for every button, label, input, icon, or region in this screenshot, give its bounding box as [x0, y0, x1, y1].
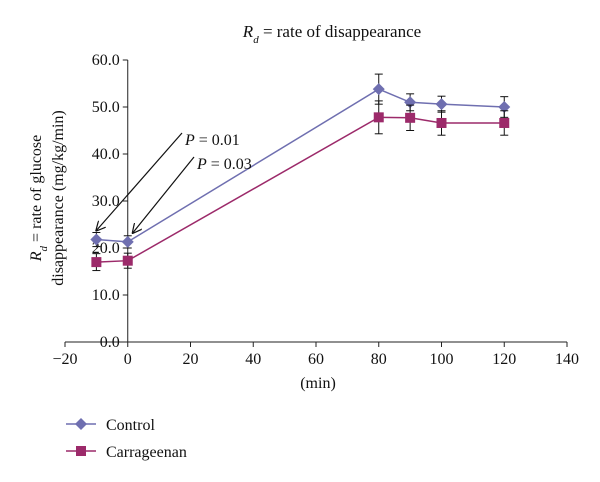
- x-tick-label: 140: [555, 351, 579, 368]
- data-point: [90, 233, 103, 246]
- data-point: [499, 117, 510, 128]
- x-tick-label: 20: [183, 351, 199, 368]
- y-tick-label: 0.0: [100, 334, 120, 351]
- y-tick-label: 20.0: [92, 240, 120, 257]
- x-tick-label: 80: [371, 351, 387, 368]
- data-point: [405, 112, 416, 123]
- series-control: [90, 73, 511, 249]
- y-tick-label: 40.0: [92, 146, 120, 163]
- y-tick-label: 30.0: [92, 193, 120, 210]
- data-point: [436, 117, 447, 128]
- chart-title: Rd = rate of disappearance: [242, 22, 421, 46]
- annotation-arrow: [96, 132, 183, 231]
- legend-item-carrageenan: Carrageenan: [66, 444, 187, 461]
- y-axis-label-line2: disappearance (mg/kg/min): [50, 110, 67, 286]
- x-tick-label: 100: [430, 351, 454, 368]
- x-tick-label: 0: [124, 351, 132, 368]
- legend-carrageenan-label: Carrageenan: [106, 444, 187, 461]
- y-tick-label: 10.0: [92, 287, 120, 304]
- data-point: [122, 255, 133, 266]
- legend-item-control: Control: [66, 417, 155, 434]
- data-point: [121, 235, 134, 248]
- annotation-arrow: [133, 156, 195, 233]
- y-tick-label: 50.0: [92, 99, 120, 116]
- annotation-p-value: P = 0.03: [196, 156, 252, 173]
- plot-area: P = 0.01 P = 0.03: [90, 73, 511, 272]
- y-axis-label: Rd = rate of glucose: [28, 135, 50, 262]
- legend-carrageenan-marker: [76, 446, 86, 456]
- series-line-carrageenan: [96, 116, 505, 263]
- data-point: [372, 83, 385, 96]
- x-tick-label: 40: [245, 351, 261, 368]
- x-tick-label: 120: [492, 351, 516, 368]
- legend: Control Carrageenan: [66, 417, 187, 461]
- y-tick-label: 60.0: [92, 52, 120, 69]
- legend-control-marker: [75, 418, 87, 430]
- legend-control-label: Control: [106, 417, 155, 434]
- x-tick-label: −20: [52, 351, 77, 368]
- axes: 0.0 10.0 20.0 30.0 40.0 50.0 60.0 −20 0 20 40 60 80 1…: [52, 52, 579, 368]
- data-point: [91, 257, 102, 268]
- data-point: [498, 101, 511, 113]
- x-tick-label: 60: [308, 351, 324, 368]
- x-axis-label: (min): [300, 375, 336, 392]
- data-point: [435, 98, 448, 111]
- data-point: [373, 112, 384, 123]
- series-carrageenan: [91, 100, 510, 272]
- annotation-p-value: P = 0.01: [184, 132, 240, 149]
